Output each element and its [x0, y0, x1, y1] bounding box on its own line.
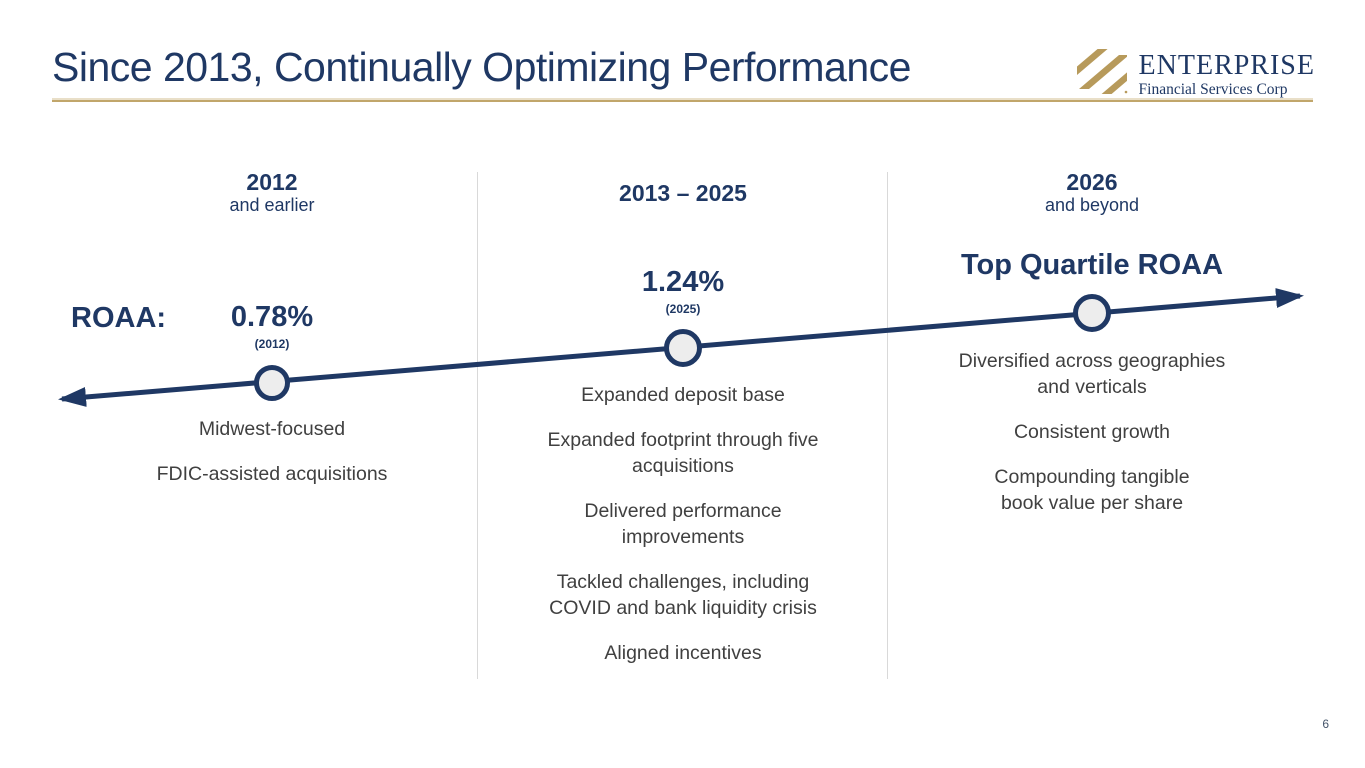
- bullets-2026: Diversified across geographies and verti…: [892, 348, 1292, 535]
- period-year: 2026: [1066, 169, 1118, 195]
- logo-company-name: ENTERPRISE: [1138, 49, 1315, 81]
- timeline-node-2025: [664, 329, 702, 367]
- logo-company-subtitle: Financial Services Corp: [1138, 80, 1288, 98]
- page-title: Since 2013, Continually Optimizing Perfo…: [52, 44, 911, 90]
- bullets-2013-2025: Expanded deposit base Expanded footprint…: [483, 382, 883, 685]
- bullet-item: Delivered performance improvements: [584, 500, 782, 548]
- period-subtitle: and earlier: [229, 195, 315, 216]
- bullet-item: Compounding tangible book value per shar…: [994, 466, 1190, 514]
- period-header-2012: 2012 and earlier: [72, 169, 472, 217]
- page-number: 6: [1322, 717, 1329, 731]
- bullet-item: Expanded deposit base: [581, 384, 785, 406]
- bullet-item: Expanded footprint through five acquisit…: [547, 429, 819, 477]
- bullet-item: Consistent growth: [1013, 421, 1171, 443]
- bullet-item: FDIC-assisted acquisitions: [156, 463, 388, 485]
- company-logo: ENTERPRISE Financial Services Corp: [1075, 48, 1315, 101]
- column-divider-right: [887, 172, 888, 679]
- bullet-item: Tackled challenges, including COVID and …: [549, 571, 817, 619]
- metric-value: Top Quartile ROAA: [960, 249, 1224, 281]
- enterprise-stripes-icon: [1075, 48, 1129, 101]
- bullets-2012: Midwest-focused FDIC-assisted acquisitio…: [72, 416, 472, 506]
- period-year: 2013 – 2025: [619, 180, 747, 206]
- timeline-node-2012: [254, 365, 290, 401]
- period-subtitle: and beyond: [1044, 195, 1140, 216]
- period-header-2013-2025: 2013 – 2025: [483, 180, 883, 206]
- logo-text: ENTERPRISE Financial Services Corp: [1138, 49, 1315, 98]
- timeline-node-2026: [1073, 294, 1111, 332]
- bullet-item: Aligned incentives: [604, 642, 762, 664]
- column-divider-left: [477, 172, 478, 679]
- gold-title-underline: [52, 100, 1313, 102]
- metric-2026: Top Quartile ROAA: [892, 249, 1292, 282]
- bullet-item: Diversified across geographies and verti…: [958, 350, 1226, 398]
- period-year: 2012: [246, 169, 298, 195]
- period-header-2026: 2026 and beyond: [892, 169, 1292, 217]
- bullet-item: Midwest-focused: [198, 418, 346, 440]
